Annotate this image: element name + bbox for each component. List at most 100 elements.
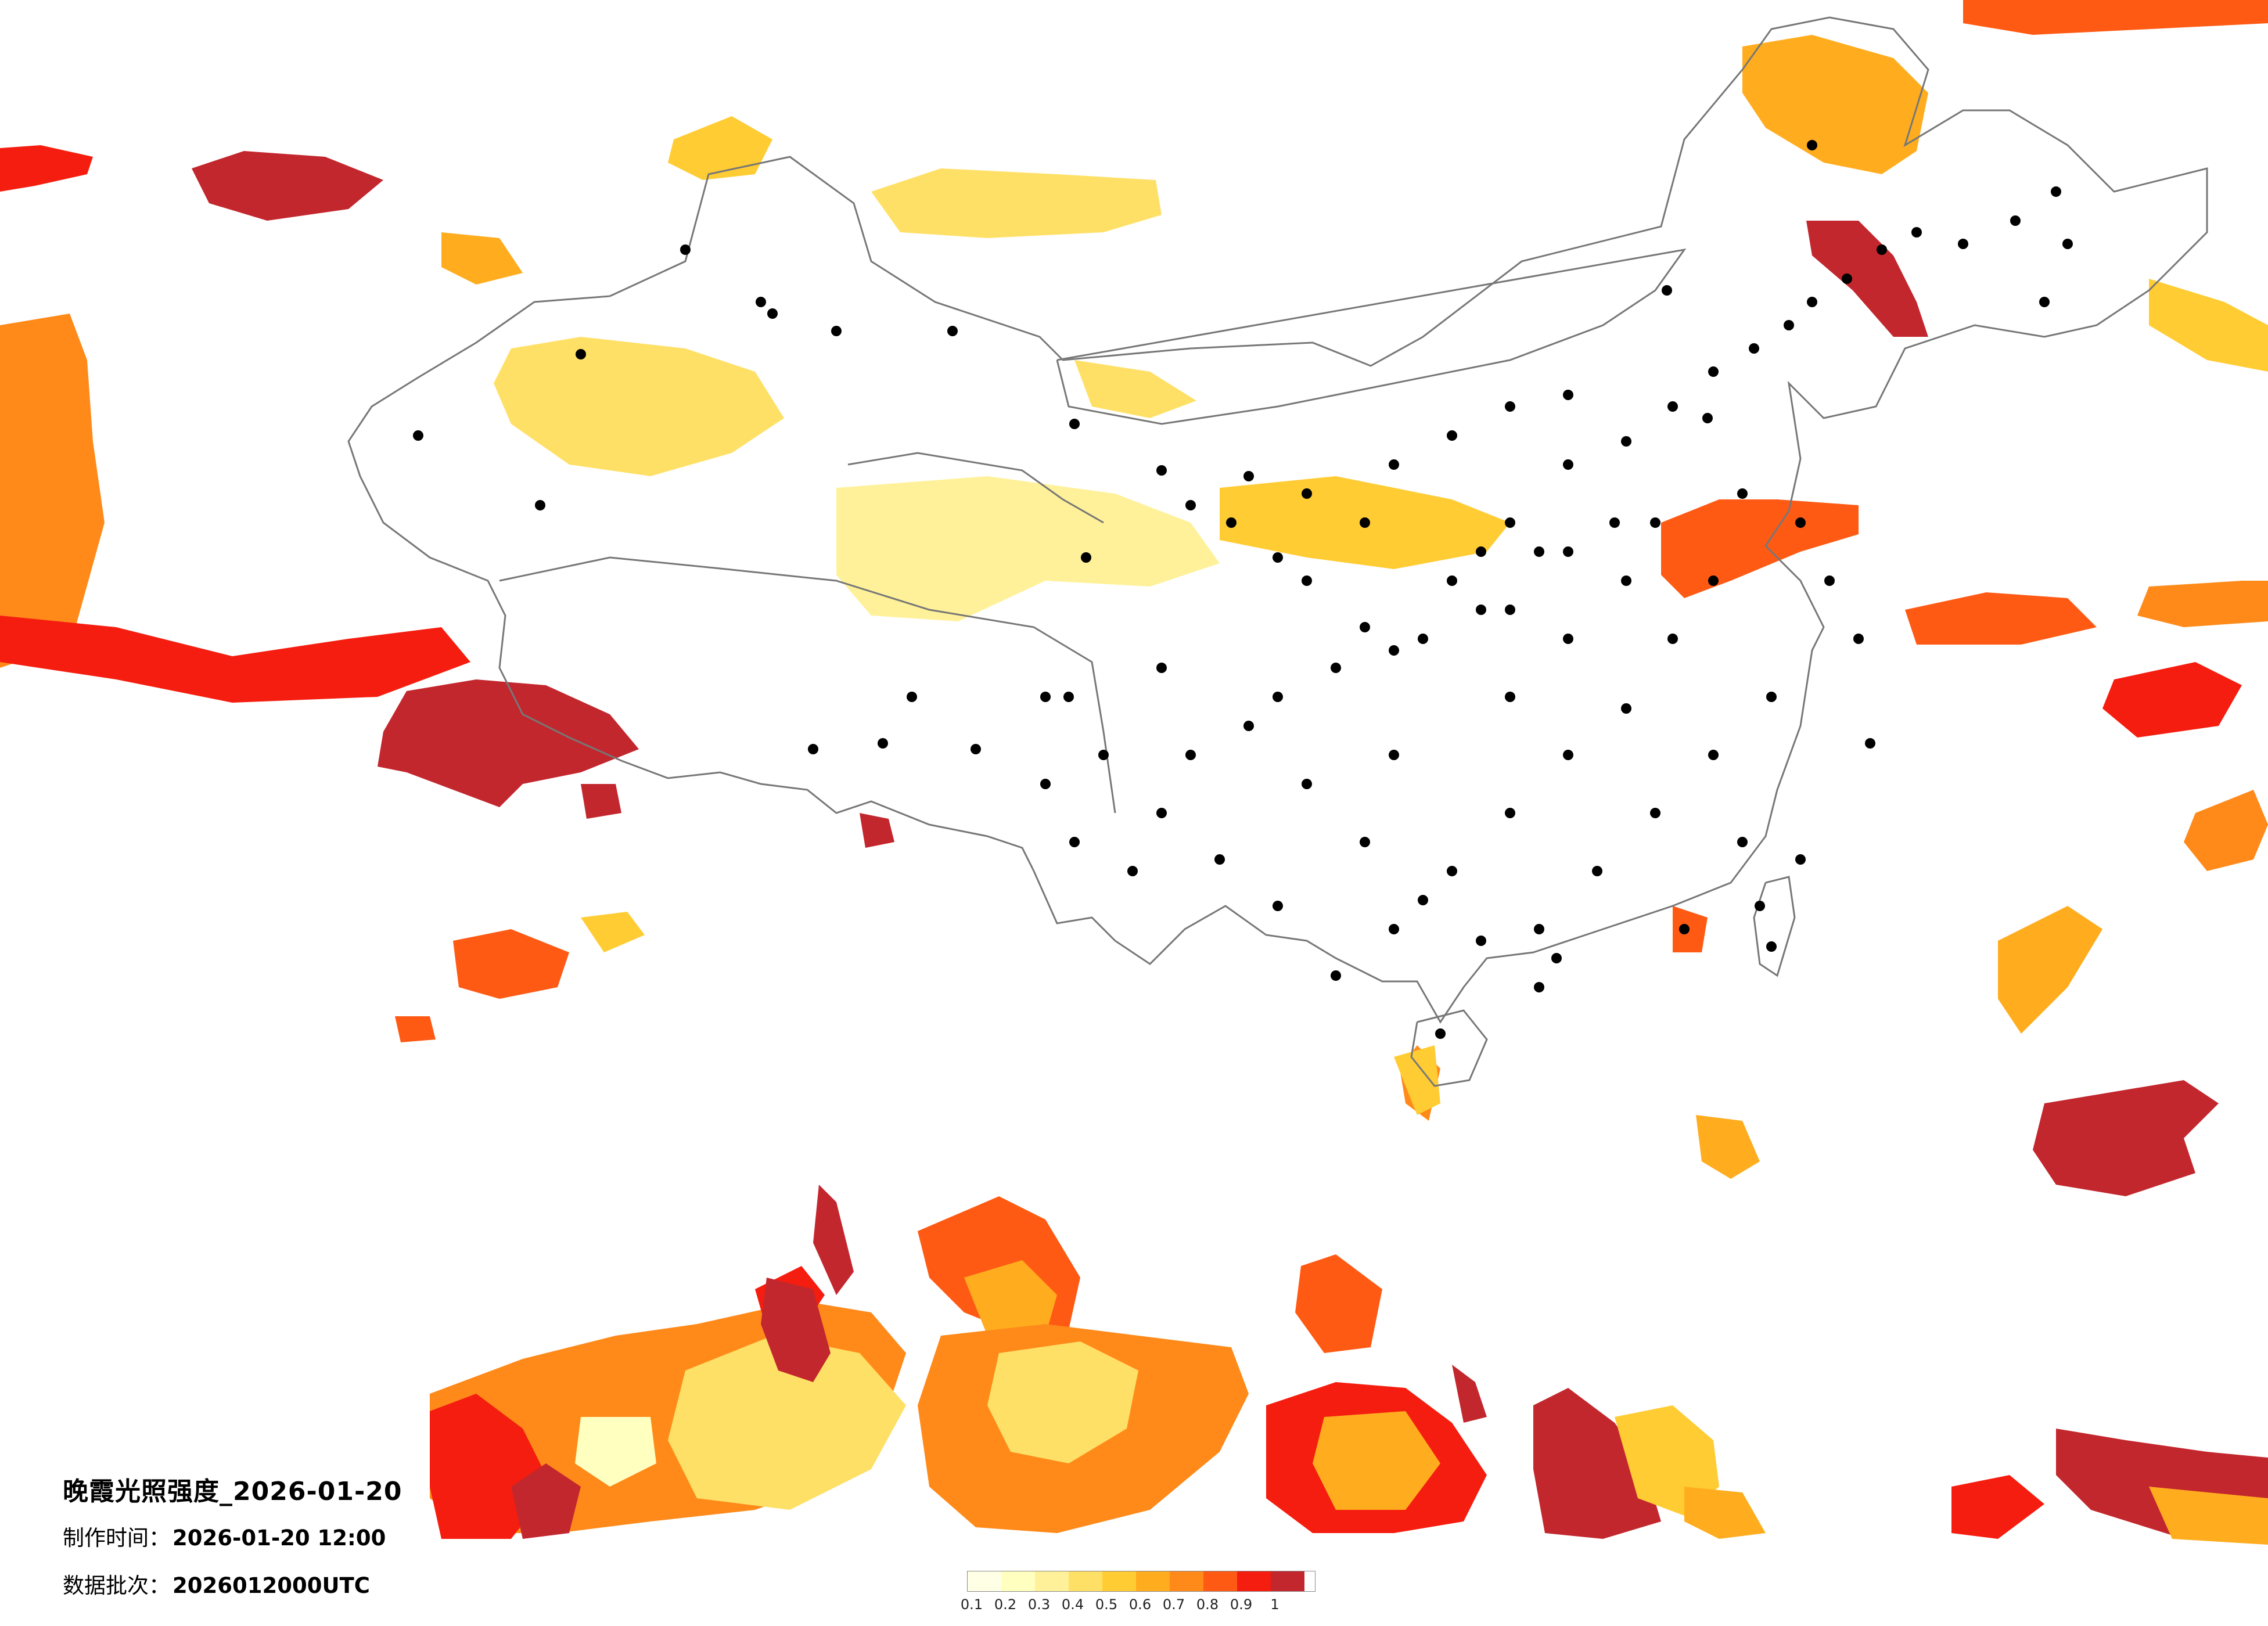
city-marker-82: [907, 692, 917, 702]
city-marker-11: [1185, 500, 1196, 510]
city-marker-9: [1081, 552, 1091, 563]
glow-region-9: [836, 476, 1220, 621]
city-marker-51: [1098, 750, 1109, 760]
production-time-label: 制作时间：: [63, 1526, 170, 1551]
city-marker-45: [1447, 866, 1457, 876]
legend-color-bar: [967, 1571, 1315, 1592]
city-marker-73: [1755, 901, 1765, 911]
city-marker-87: [1534, 546, 1544, 557]
glow-region-28: [581, 784, 621, 819]
data-batch: 数据批次： 2026012000UTC: [63, 1568, 370, 1599]
glow-region-48: [1533, 1388, 1661, 1539]
city-marker-99: [1563, 390, 1573, 400]
city-marker-60: [1708, 750, 1719, 760]
legend-ticks: 0.1 0.2 0.3 0.4 0.5 0.6 0.7 0.8 0.9 1: [961, 1592, 1315, 1615]
glow-region-39: [761, 1278, 831, 1382]
city-marker-43: [1563, 750, 1573, 760]
legend-tick-9: 0.9: [1230, 1596, 1253, 1613]
glow-region-15: [1661, 499, 1859, 598]
glow-region-17: [2137, 581, 2268, 627]
inner-mongolia-outline: [1056, 248, 1687, 425]
glow-region-50: [1684, 1487, 1766, 1539]
glow-intensity-field: [0, 0, 2268, 1545]
city-marker-79: [878, 738, 888, 749]
city-marker-37: [1662, 285, 1672, 296]
city-marker-91: [1563, 546, 1573, 557]
city-marker-34: [2062, 239, 2073, 249]
glow-region-53: [1673, 906, 1708, 952]
glow-region-47: [1313, 1411, 1440, 1510]
city-marker-20: [1505, 517, 1515, 528]
production-time: 制作时间： 2026-01-20 12:00: [63, 1520, 386, 1552]
glow-region-7: [494, 337, 784, 476]
city-marker-38: [1702, 413, 1713, 423]
legend-tick-4: 0.4: [1061, 1596, 1084, 1613]
city-marker-68: [1243, 721, 1254, 731]
glow-region-20: [2184, 790, 2268, 871]
city-marker-78: [808, 744, 818, 754]
city-marker-48: [1273, 901, 1283, 911]
glow-region-45: [1295, 1254, 1382, 1353]
legend-tick-6: 0.6: [1128, 1596, 1152, 1613]
glow-region-8: [871, 168, 1162, 238]
city-marker-2: [767, 308, 778, 319]
city-marker-75: [1534, 982, 1544, 992]
city-marker-41: [1667, 634, 1678, 644]
glow-region-37: [668, 1336, 906, 1510]
city-marker-47: [1331, 970, 1341, 981]
city-marker-36: [1807, 140, 1817, 150]
city-marker-98: [1505, 401, 1515, 412]
china-province-boundaries: [347, 16, 2208, 1087]
city-marker-44: [1505, 808, 1515, 818]
glow-region-27: [1696, 1115, 1760, 1179]
glow-region-31: [581, 912, 645, 952]
legend-tick-1: 0.1: [960, 1596, 983, 1613]
city-marker-28: [1842, 274, 1852, 284]
city-marker-49: [1214, 854, 1225, 865]
glow-region-42: [813, 1185, 854, 1295]
city-marker-25: [1749, 343, 1759, 354]
city-marker-50: [1156, 808, 1167, 818]
city-marker-5: [576, 349, 586, 359]
city-marker-74: [1766, 941, 1777, 952]
city-marker-0: [680, 244, 691, 255]
glow-region-29: [860, 813, 894, 848]
city-marker-4: [947, 326, 958, 336]
city-marker-97: [1447, 430, 1457, 441]
hainan-outline: [1410, 1009, 1488, 1087]
city-marker-66: [1360, 837, 1370, 847]
city-marker-62: [1592, 866, 1602, 876]
city-marker-83: [1040, 779, 1051, 789]
glow-region-0: [0, 145, 93, 192]
city-marker-89: [1418, 634, 1428, 644]
city-marker-93: [1360, 517, 1370, 528]
city-marker-12: [1226, 517, 1237, 528]
city-marker-88: [1476, 605, 1486, 615]
city-marker-63: [1534, 924, 1544, 934]
glow-region-6: [668, 116, 772, 180]
city-marker-61: [1650, 808, 1660, 818]
city-marker-59: [1766, 692, 1777, 702]
city-marker-18: [1447, 575, 1457, 586]
glow-region-23: [1951, 1475, 2044, 1539]
city-marker-92: [1650, 517, 1660, 528]
city-marker-10: [1156, 465, 1167, 476]
glow-region-22: [2033, 1080, 2219, 1196]
city-marker-19: [1476, 546, 1486, 557]
city-marker-40: [1708, 575, 1719, 586]
legend-swatch-5: [1102, 1571, 1136, 1591]
city-marker-65: [1418, 895, 1428, 905]
glow-region-44: [987, 1341, 1138, 1463]
city-marker-21: [1563, 459, 1573, 470]
legend-tick-3: 0.3: [1027, 1596, 1051, 1613]
city-marker-100: [1824, 575, 1835, 586]
city-marker-70: [1127, 866, 1138, 876]
city-marker-96: [1389, 459, 1399, 470]
china-outline: [347, 16, 2208, 1024]
city-marker-72: [1679, 924, 1690, 934]
glow-region-3: [0, 314, 105, 668]
city-marker-58: [1621, 575, 1631, 586]
city-marker-76: [1551, 953, 1562, 963]
city-marker-3: [831, 326, 842, 336]
